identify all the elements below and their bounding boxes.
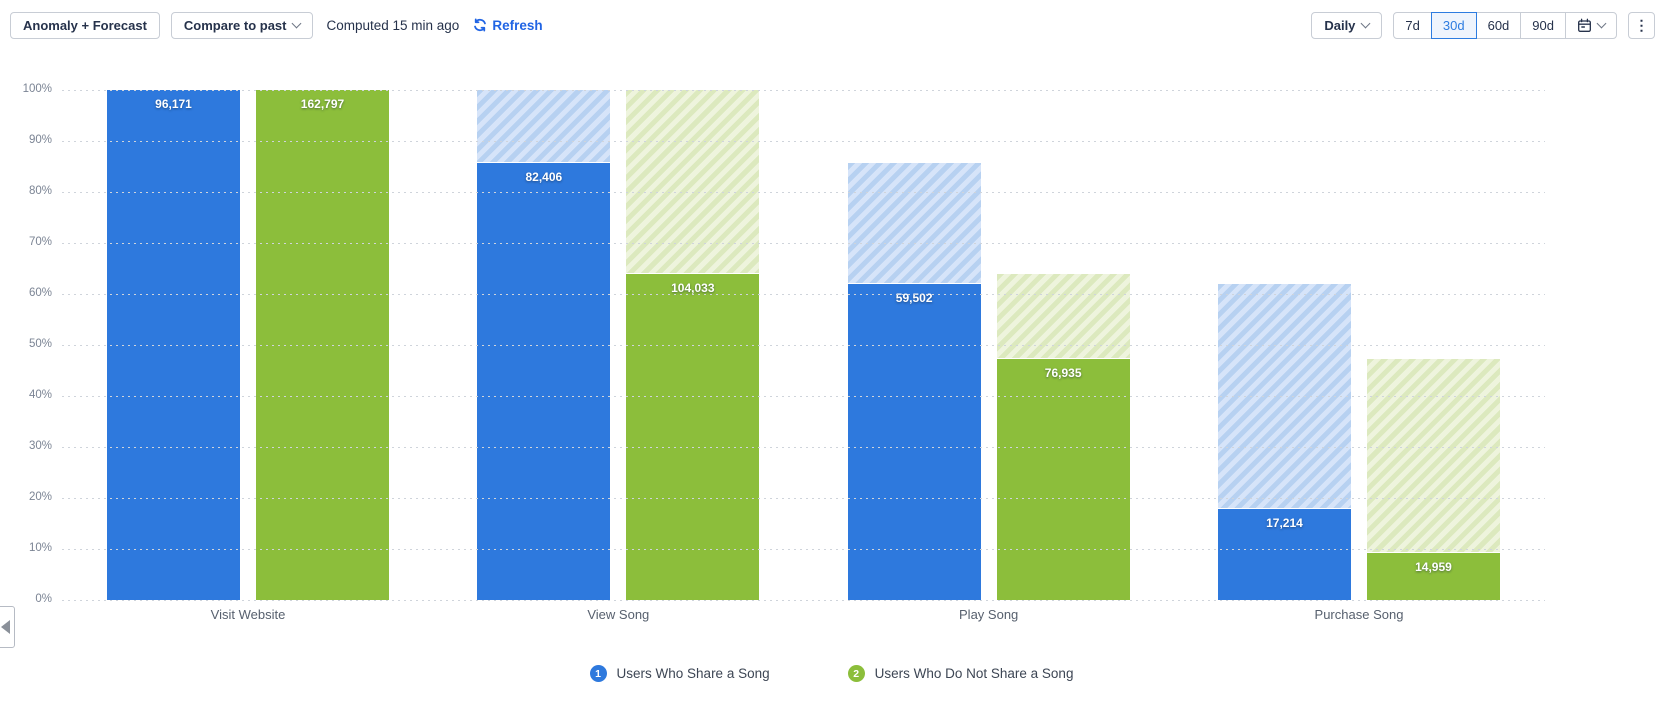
bar-segment-solid[interactable] bbox=[996, 358, 1130, 600]
toolbar: Anomaly + Forecast Compare to past Compu… bbox=[10, 11, 1655, 39]
refresh-icon bbox=[474, 18, 487, 32]
bar-column: 14,959 bbox=[1366, 90, 1500, 600]
legend-item-series2[interactable]: 2 Users Who Do Not Share a Song bbox=[847, 665, 1074, 682]
more-options-button[interactable]: ⋮ bbox=[1628, 11, 1655, 39]
y-tick-label: 30% bbox=[28, 440, 52, 452]
range-button-60d[interactable]: 60d bbox=[1475, 11, 1522, 39]
range-button-30d[interactable]: 30d bbox=[1430, 11, 1477, 39]
calendar-icon bbox=[1578, 18, 1591, 32]
y-tick-label: 60% bbox=[28, 287, 52, 299]
bar-value-label: 96,171 bbox=[155, 97, 192, 111]
legend-label-series1: Users Who Share a Song bbox=[616, 666, 770, 681]
computed-status-text: Computed 15 min ago bbox=[326, 17, 460, 33]
y-tick-label: 70% bbox=[28, 236, 52, 248]
legend-item-series1[interactable]: 1 Users Who Share a Song bbox=[589, 665, 770, 682]
y-tick-label: 10% bbox=[28, 542, 52, 554]
bar-segment-solid[interactable] bbox=[1217, 508, 1351, 600]
bar-value-label: 162,797 bbox=[300, 97, 345, 111]
bar-segment-dropoff-hatch[interactable] bbox=[1366, 358, 1500, 554]
range-button-7d[interactable]: 7d bbox=[1393, 11, 1432, 39]
toolbar-right: Daily 7d 30d 60d 90d bbox=[1311, 11, 1655, 39]
x-axis-label: Purchase Song bbox=[1314, 607, 1404, 622]
bar-segment-dropoff-hatch[interactable] bbox=[996, 274, 1130, 359]
grid-line bbox=[62, 192, 1545, 193]
y-tick-label: 50% bbox=[28, 338, 52, 350]
grid-line bbox=[62, 447, 1545, 448]
compare-to-past-label: Compare to past bbox=[183, 17, 287, 33]
triangle-left-icon bbox=[1, 620, 10, 634]
x-axis-label: Visit Website bbox=[210, 607, 286, 622]
refresh-label: Refresh bbox=[492, 17, 543, 33]
range-label-60d: 60d bbox=[1487, 17, 1510, 33]
y-tick-label: 40% bbox=[28, 389, 52, 401]
bar-value-label: 82,406 bbox=[525, 169, 563, 184]
bar-value-label: 104,033 bbox=[671, 281, 715, 296]
toolbar-left: Anomaly + Forecast Compare to past Compu… bbox=[10, 11, 543, 39]
x-axis-label: View Song bbox=[587, 607, 650, 622]
x-axis-label: Play Song bbox=[959, 607, 1019, 622]
bar-segment-dropoff-hatch[interactable] bbox=[847, 162, 981, 285]
range-label-7d: 7d bbox=[1405, 17, 1420, 33]
custom-date-range-button[interactable] bbox=[1565, 11, 1617, 39]
bar-column: 59,502 bbox=[847, 90, 981, 600]
funnel-group: 82,406 104,033 bbox=[477, 90, 760, 600]
legend-label-series2: Users Who Do Not Share a Song bbox=[874, 666, 1074, 681]
grid-line bbox=[62, 549, 1545, 550]
legend: 1 Users Who Share a Song 2 Users Who Do … bbox=[0, 665, 1663, 682]
grid-line bbox=[62, 90, 1545, 91]
bar-segment-dropoff-hatch[interactable] bbox=[477, 90, 611, 163]
grid-line bbox=[62, 243, 1545, 244]
bar-value-label: 14,959 bbox=[1415, 560, 1452, 575]
grid-line bbox=[62, 600, 1545, 601]
grid-line bbox=[62, 396, 1545, 397]
bar-segment-solid[interactable] bbox=[477, 162, 611, 600]
bar-column: 82,406 bbox=[477, 90, 611, 600]
y-tick-label: 90% bbox=[28, 134, 52, 146]
bar-segment-solid[interactable] bbox=[1366, 553, 1500, 600]
series1-badge-icon: 1 bbox=[589, 665, 607, 682]
interval-dropdown[interactable]: Daily bbox=[1311, 11, 1383, 39]
compare-to-past-dropdown[interactable]: Compare to past bbox=[170, 11, 314, 39]
bar-segment-solid[interactable] bbox=[626, 274, 760, 600]
y-tick-label: 0% bbox=[35, 593, 52, 605]
refresh-link[interactable]: Refresh bbox=[473, 17, 543, 33]
bar-segment-solid[interactable] bbox=[847, 284, 981, 600]
range-label-30d: 30d bbox=[1442, 17, 1465, 33]
grid-line bbox=[62, 498, 1545, 499]
series2-badge-icon: 2 bbox=[847, 665, 865, 682]
chevron-down-icon bbox=[1596, 18, 1607, 28]
range-button-90d[interactable]: 90d bbox=[1520, 11, 1566, 39]
y-tick-label: 100% bbox=[22, 83, 52, 95]
date-range-segmented-control: 7d 30d 60d 90d bbox=[1393, 11, 1617, 39]
range-label-90d: 90d bbox=[1532, 17, 1554, 33]
x-axis-labels: Visit Website View Song Play Song Purchase … bbox=[62, 607, 1545, 622]
y-tick-label: 80% bbox=[28, 185, 52, 197]
chevron-down-icon bbox=[1360, 18, 1371, 28]
plot-area: 96,171 162,797 82,406 104,033 59,502 76,935 17… bbox=[23, 83, 1545, 605]
kebab-icon: ⋮ bbox=[1634, 16, 1649, 33]
anomaly-forecast-label: Anomaly + Forecast bbox=[23, 17, 147, 33]
bar-segment-dropoff-hatch[interactable] bbox=[626, 90, 760, 275]
bar-value-label: 17,214 bbox=[1266, 515, 1303, 530]
funnel-group: 59,502 76,935 bbox=[847, 90, 1130, 600]
bar-column: 76,935 bbox=[996, 90, 1130, 600]
y-tick-label: 20% bbox=[28, 491, 52, 503]
collapse-panel-button[interactable] bbox=[0, 606, 15, 648]
bar-value-label: 76,935 bbox=[1044, 365, 1082, 380]
grid-line bbox=[62, 141, 1545, 142]
grid-line bbox=[62, 345, 1545, 346]
chevron-down-icon bbox=[292, 18, 302, 28]
anomaly-forecast-button[interactable]: Anomaly + Forecast bbox=[10, 11, 160, 39]
grid-line bbox=[62, 294, 1545, 295]
interval-label: Daily bbox=[1324, 17, 1356, 33]
